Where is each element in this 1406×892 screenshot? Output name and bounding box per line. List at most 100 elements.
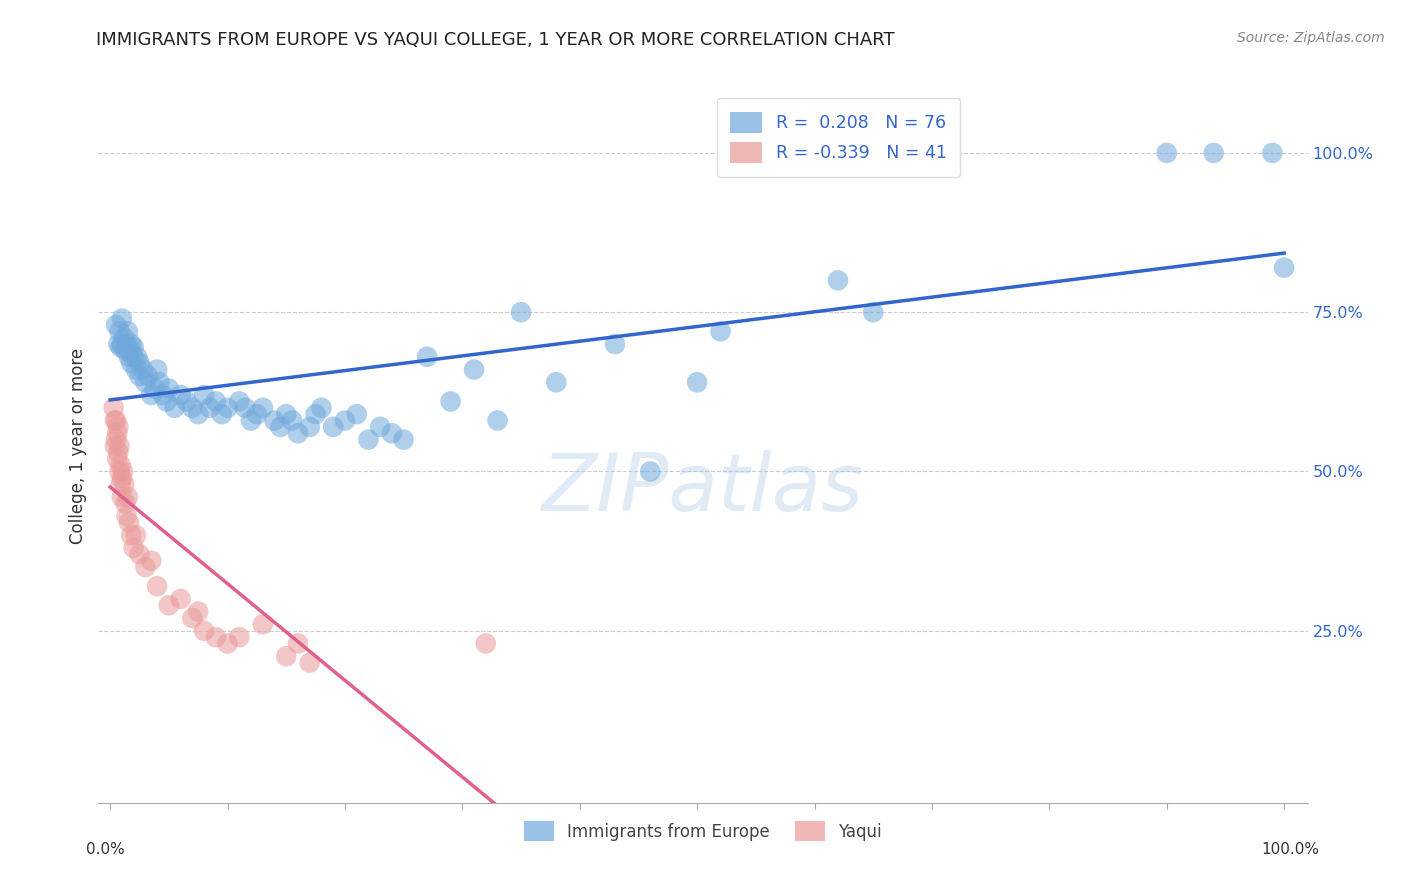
Point	[1272, 260, 1295, 275]
Point	[439, 394, 461, 409]
Point	[181, 401, 204, 415]
Point	[510, 305, 533, 319]
Point	[276, 407, 298, 421]
Point	[193, 388, 215, 402]
Point	[118, 350, 141, 364]
Point	[141, 554, 163, 568]
Point	[120, 356, 142, 370]
Point	[114, 496, 136, 510]
Point	[298, 656, 321, 670]
Point	[128, 356, 150, 370]
Point	[152, 388, 174, 402]
Point	[105, 426, 128, 441]
Point	[322, 420, 344, 434]
Point	[115, 337, 138, 351]
Point	[120, 343, 142, 358]
Point	[105, 433, 128, 447]
Point	[108, 439, 131, 453]
Point	[105, 451, 128, 466]
Point	[357, 433, 380, 447]
Point	[134, 376, 156, 390]
Point	[111, 490, 134, 504]
Point	[111, 471, 134, 485]
Point	[211, 407, 233, 421]
Point	[110, 477, 132, 491]
Point	[104, 413, 127, 427]
Point	[141, 388, 163, 402]
Point	[710, 324, 733, 338]
Point	[304, 407, 326, 421]
Point	[333, 413, 356, 427]
Point	[546, 376, 568, 390]
Point	[311, 401, 333, 415]
Text: Source: ZipAtlas.com: Source: ZipAtlas.com	[1237, 31, 1385, 45]
Point	[368, 420, 391, 434]
Point	[246, 407, 269, 421]
Point	[105, 318, 128, 332]
Point	[125, 362, 148, 376]
Point	[112, 465, 135, 479]
Point	[169, 591, 191, 606]
Text: IMMIGRANTS FROM EUROPE VS YAQUI COLLEGE, 1 YEAR OR MORE CORRELATION CHART: IMMIGRANTS FROM EUROPE VS YAQUI COLLEGE,…	[96, 31, 894, 49]
Point	[181, 611, 204, 625]
Point	[128, 547, 150, 561]
Point	[276, 649, 298, 664]
Point	[269, 420, 291, 434]
Point	[107, 445, 129, 459]
Point	[463, 362, 485, 376]
Point	[486, 413, 509, 427]
Point	[108, 465, 131, 479]
Point	[122, 541, 145, 555]
Point	[157, 382, 180, 396]
Point	[104, 439, 127, 453]
Point	[120, 528, 142, 542]
Point	[392, 433, 415, 447]
Point	[187, 407, 209, 421]
Point	[163, 401, 186, 415]
Point	[252, 401, 274, 415]
Point	[198, 401, 221, 415]
Point	[122, 340, 145, 354]
Point	[827, 273, 849, 287]
Point	[475, 636, 498, 650]
Point	[416, 350, 439, 364]
Point	[228, 630, 250, 644]
Text: ZIPatlas: ZIPatlas	[541, 450, 865, 528]
Point	[228, 394, 250, 409]
Point	[686, 376, 709, 390]
Text: 0.0%: 0.0%	[86, 842, 125, 857]
Point	[193, 624, 215, 638]
Point	[603, 337, 626, 351]
Point	[125, 528, 148, 542]
Point	[862, 305, 884, 319]
Y-axis label: College, 1 year or more: College, 1 year or more	[69, 348, 87, 544]
Text: 100.0%: 100.0%	[1261, 842, 1320, 857]
Point	[1202, 145, 1225, 160]
Point	[155, 394, 177, 409]
Point	[252, 617, 274, 632]
Point	[169, 388, 191, 402]
Point	[115, 509, 138, 524]
Point	[117, 324, 139, 338]
Point	[157, 599, 180, 613]
Point	[127, 350, 149, 364]
Point	[281, 413, 304, 427]
Point	[118, 516, 141, 530]
Legend: Immigrants from Europe, Yaqui: Immigrants from Europe, Yaqui	[517, 814, 889, 848]
Point	[1261, 145, 1284, 160]
Point	[128, 368, 150, 383]
Point	[146, 362, 169, 376]
Point	[233, 401, 256, 415]
Point	[112, 477, 135, 491]
Point	[122, 350, 145, 364]
Point	[103, 401, 125, 415]
Point	[148, 376, 170, 390]
Point	[1156, 145, 1178, 160]
Point	[108, 324, 131, 338]
Point	[638, 465, 661, 479]
Point	[136, 368, 159, 383]
Point	[176, 394, 198, 409]
Point	[114, 343, 136, 358]
Point	[120, 337, 142, 351]
Point	[287, 426, 309, 441]
